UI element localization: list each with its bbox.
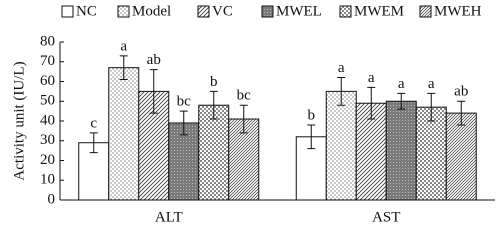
y-axis-label: Activity unit (IU/L) — [11, 61, 27, 180]
legend-swatch — [261, 5, 274, 18]
legend-swatch — [339, 5, 352, 18]
bar — [325, 90, 357, 201]
error-bar — [337, 77, 346, 106]
error-bar — [179, 110, 188, 136]
bar — [445, 112, 477, 201]
legend-swatch — [197, 5, 210, 18]
y-tick-label: 80 — [40, 33, 55, 49]
bar — [108, 67, 140, 201]
legend-swatch — [419, 5, 432, 18]
error-bar — [89, 132, 98, 154]
x-tick-label: AST — [372, 209, 400, 225]
significance-label: ab — [147, 52, 161, 68]
y-tick-label: 50 — [40, 93, 55, 109]
significance-label: a — [398, 76, 405, 92]
error-bar — [457, 100, 466, 126]
legend-swatch — [117, 5, 130, 18]
y-tick-label: 20 — [40, 152, 55, 168]
significance-label: bc — [237, 88, 252, 104]
error-bar — [119, 55, 128, 81]
error-bar — [307, 124, 316, 150]
significance-label: a — [428, 76, 435, 92]
significance-label: a — [120, 38, 127, 54]
y-tick-label: 60 — [40, 73, 55, 89]
chart: Activity unit (IU/L) 0 10 20 30 40 50 60 70 80 NC… — [11, 3, 495, 225]
significance-label: b — [210, 74, 218, 90]
significance-label: a — [338, 60, 345, 76]
legend-swatch — [61, 5, 74, 18]
y-tick-label: 40 — [40, 112, 55, 128]
error-bar — [427, 92, 436, 122]
significance-label: b — [308, 107, 316, 123]
legend-label: Model — [132, 3, 171, 19]
y-tick-label: 0 — [48, 191, 56, 207]
bar — [168, 122, 200, 201]
legend-label: VC — [212, 3, 233, 19]
y-tick-label: 70 — [40, 53, 55, 69]
legend-label: MWEL — [276, 3, 322, 19]
bar — [385, 100, 417, 201]
error-bar — [149, 69, 158, 114]
x-tick-label: ALT — [155, 209, 183, 225]
legend-label: MWEM — [354, 3, 404, 19]
bar — [415, 106, 447, 201]
y-tick-label: 10 — [40, 172, 55, 188]
legend-label: MWEH — [434, 3, 482, 19]
error-bar — [209, 90, 218, 120]
significance-label: ab — [454, 84, 468, 100]
y-tick-label: 30 — [40, 132, 55, 148]
legend-label: NC — [76, 3, 97, 19]
error-bar — [397, 92, 406, 110]
significance-label: a — [368, 70, 375, 86]
significance-label: c — [90, 115, 97, 131]
error-bar — [367, 86, 376, 120]
error-bar — [239, 104, 248, 134]
significance-label: bc — [177, 94, 192, 110]
bar — [198, 104, 230, 201]
